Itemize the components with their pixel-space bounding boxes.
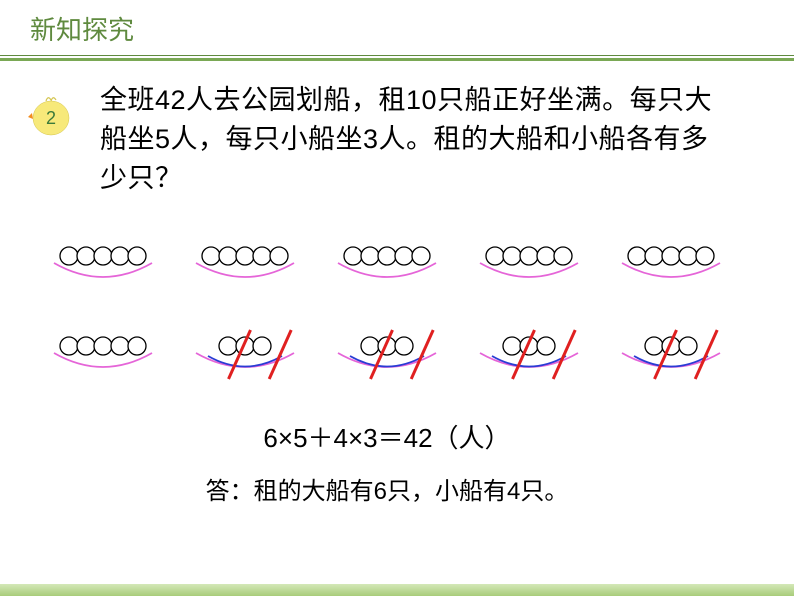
boat-icon <box>332 238 442 293</box>
content-area: 2 全班42人去公园划船，租10只船正好坐满。每只大船坐5人，每只小船坐3人。租… <box>0 61 794 506</box>
boat-icon <box>332 328 442 383</box>
footer-band <box>0 584 794 596</box>
answer-text: 答：租的大船有6只，小船有4只。 <box>40 471 734 506</box>
boats-area <box>40 238 734 383</box>
boat-icon <box>474 328 584 383</box>
equation-text: 6×5＋4×3＝42（人） <box>40 418 734 455</box>
boat-icon <box>48 238 158 293</box>
boat-icon <box>616 238 726 293</box>
boat-icon <box>48 328 158 383</box>
boat-row-2 <box>40 328 734 383</box>
problem-badge: 2 <box>28 93 74 144</box>
boat-row-1 <box>40 238 734 293</box>
boat-icon <box>474 238 584 293</box>
badge-number: 2 <box>46 108 56 128</box>
boat-icon <box>616 328 726 383</box>
page-title: 新知探究 <box>30 15 134 45</box>
boat-icon <box>190 328 300 383</box>
header: 新知探究 <box>0 0 794 55</box>
boat-icon <box>190 238 300 293</box>
problem-text: 全班42人去公园划船，租10只船正好坐满。每只大船坐5人，每只小船坐3人。租的大… <box>100 81 734 198</box>
